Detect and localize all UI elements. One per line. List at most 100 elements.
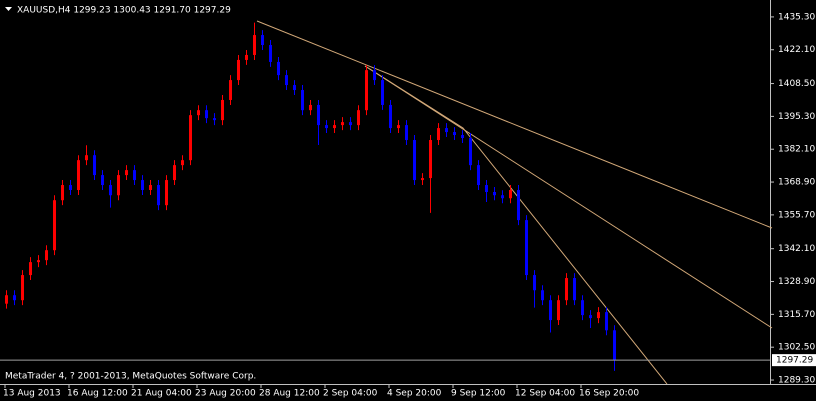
candle-body	[421, 178, 424, 181]
candle-body	[205, 110, 208, 119]
candle-body	[597, 312, 600, 319]
candle-body	[589, 315, 592, 319]
y-tick-label: 1382.10	[778, 145, 815, 155]
candle-body	[261, 35, 264, 46]
menu-arrow[interactable]	[5, 7, 12, 11]
x-tick-label: 9 Sep 12:00	[451, 389, 506, 399]
candle-body	[445, 128, 448, 133]
x-tick-label: 4 Sep 20:00	[387, 389, 442, 399]
x-tick-label: 13 Aug 2013	[3, 389, 61, 399]
candle-body	[461, 135, 464, 139]
candle-body	[221, 99, 224, 121]
candle-body	[477, 165, 480, 186]
candle-body	[125, 170, 128, 176]
candle-body	[509, 190, 512, 199]
candle-body	[565, 278, 568, 301]
y-tick-label: 1342.10	[778, 244, 815, 254]
candle-body	[365, 70, 368, 111]
x-tick-label: 23 Aug 20:00	[195, 389, 256, 399]
candle-body	[149, 185, 152, 191]
candle-body	[53, 200, 56, 251]
candle-body	[133, 170, 136, 181]
candle-body	[285, 75, 288, 86]
candle-body	[533, 275, 536, 291]
candle-body	[5, 295, 8, 304]
candle-body	[165, 180, 168, 206]
candle-body	[341, 122, 344, 126]
candle-body	[485, 185, 488, 192]
candle-body	[13, 295, 16, 301]
candle-body	[181, 160, 184, 166]
y-tick-label: 1315.70	[778, 310, 815, 320]
candle-body	[333, 125, 336, 129]
candle-body	[613, 330, 616, 361]
candle-body	[141, 180, 144, 191]
y-tick-label: 1435.30	[778, 12, 815, 22]
candle-body	[213, 118, 216, 121]
candle-body	[549, 300, 552, 321]
candle-body	[309, 104, 312, 111]
x-tick-label: 2 Sep 04:00	[323, 389, 378, 399]
candle-body	[469, 138, 472, 166]
trend-line	[364, 65, 668, 385]
candle-body	[157, 185, 160, 206]
y-tick-label: 1422.10	[778, 45, 815, 55]
candle-body	[69, 185, 72, 191]
x-tick-label: 21 Aug 04:00	[131, 389, 192, 399]
y-tick-label: 1408.50	[778, 79, 815, 89]
candle-body	[389, 104, 392, 129]
candle-body	[557, 300, 560, 321]
candle-body	[453, 132, 456, 136]
trend-line	[256, 20, 773, 229]
candle-body	[109, 185, 112, 196]
candle-body	[493, 192, 496, 196]
candle-body	[517, 190, 520, 221]
current-price-box	[772, 354, 816, 367]
candle-body	[541, 290, 544, 301]
candle-body	[277, 61, 280, 76]
candle-body	[581, 300, 584, 316]
candle-body	[21, 275, 24, 301]
candle-body	[317, 104, 320, 126]
copyright: MetaTrader 4, ? 2001-2013, MetaQuotes So…	[5, 372, 256, 382]
candle-body	[93, 155, 96, 176]
candle-body	[237, 59, 240, 81]
candle-body	[245, 54, 248, 60]
candle-body	[293, 85, 296, 91]
y-tick-label: 1328.90	[778, 277, 815, 287]
trend-line	[364, 65, 773, 329]
candle-body	[29, 262, 32, 276]
candle-body	[573, 278, 576, 301]
y-tick-label: 1302.50	[778, 343, 815, 353]
candle-body	[605, 312, 608, 331]
current-price-label: 1297.29	[776, 356, 813, 366]
y-tick-label: 1368.90	[778, 178, 815, 188]
candle-body	[357, 110, 360, 126]
candle-body	[197, 110, 200, 116]
candle-body	[405, 125, 408, 141]
candle-body	[189, 115, 192, 161]
candle-body	[437, 128, 440, 141]
x-tick-label: 28 Aug 12:00	[259, 389, 320, 399]
candle-body	[381, 80, 384, 105]
y-tick-label: 1395.30	[778, 112, 815, 122]
candle-body	[229, 80, 232, 100]
candle-body	[349, 122, 352, 126]
candle-body	[61, 185, 64, 201]
candle-body	[413, 140, 416, 181]
candle-body	[85, 155, 88, 161]
candle-body	[117, 175, 120, 196]
candle-body	[37, 260, 40, 263]
candle-body	[501, 195, 504, 199]
y-tick-label: 1289.30	[778, 376, 815, 386]
y-tick-label: 1355.70	[778, 210, 815, 220]
x-tick-label: 12 Sep 04:00	[515, 389, 575, 399]
candle-body	[77, 160, 80, 191]
candle-body	[325, 125, 328, 129]
candle-body	[101, 175, 104, 186]
candle-body	[269, 45, 272, 62]
x-tick-label: 16 Aug 12:00	[67, 389, 128, 399]
